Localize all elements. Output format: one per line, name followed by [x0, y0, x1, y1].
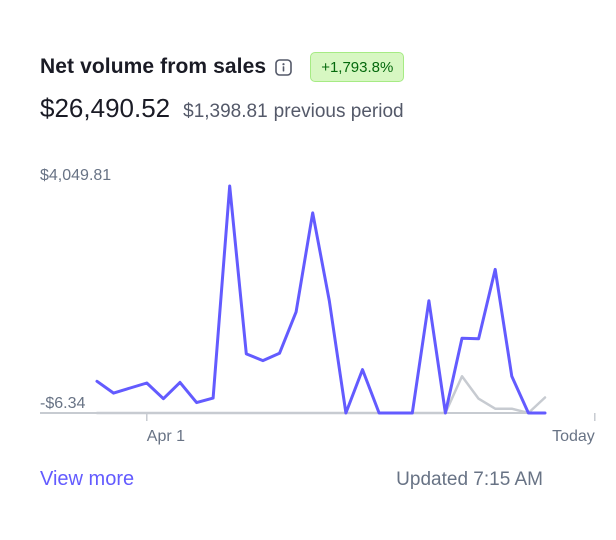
info-icon[interactable] — [275, 58, 292, 76]
y-axis-min-label: -$6.34 — [40, 395, 85, 412]
x-axis-label: Today — [552, 428, 595, 445]
view-more-link[interactable]: View more — [40, 468, 135, 490]
x-axis-label: Apr 1 — [147, 428, 185, 445]
net-volume-amount: $26,490.52 — [40, 93, 171, 123]
updated-timestamp: Updated 7:15 AM — [396, 469, 543, 490]
previous-period-amount: $1,398.81 — [183, 101, 268, 122]
change-badge: +1,793.8% — [310, 52, 405, 82]
x-axis: Apr 1 Today — [146, 413, 596, 445]
amount-row: $26,490.52 $1,398.81 previous period — [40, 93, 404, 131]
card-header: Net volume from sales +1,793.8% — [40, 50, 405, 84]
series-layer — [95, 184, 547, 415]
previous-period-label: previous period — [273, 101, 404, 122]
y-axis-max-label: $4,049.81 — [40, 167, 111, 184]
current-period-line — [95, 184, 547, 415]
card-title: Net volume from sales — [40, 55, 267, 78]
previous-period-line — [95, 375, 547, 415]
